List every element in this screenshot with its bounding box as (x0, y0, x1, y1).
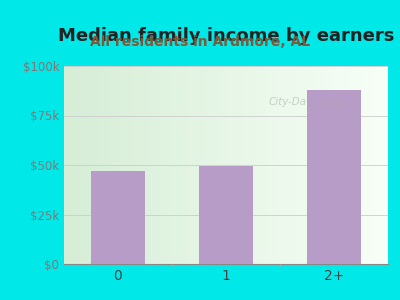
Bar (199, 166, 253, 264)
Bar (307, 90, 361, 264)
Text: City-Data.com: City-Data.com (268, 97, 342, 106)
Title: Median family income by earners: Median family income by earners (58, 27, 394, 45)
Bar (91, 171, 145, 264)
Text: All residents in Ardmore, AL: All residents in Ardmore, AL (90, 34, 310, 49)
